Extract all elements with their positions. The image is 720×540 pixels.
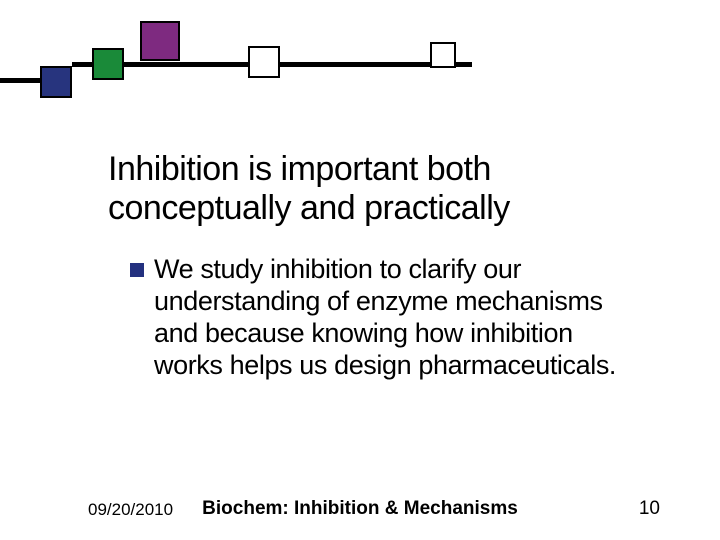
slide-title: Inhibition is important both conceptuall…: [108, 150, 648, 228]
header-square-blue: [40, 66, 72, 98]
bullet-item: We study inhibition to clarify our under…: [130, 254, 620, 381]
bullet-icon: [130, 263, 144, 277]
footer-title: Biochem: Inhibition & Mechanisms: [0, 498, 720, 520]
slide-body: We study inhibition to clarify our under…: [130, 254, 620, 381]
slide-header-decoration: [0, 40, 520, 110]
header-line: [0, 78, 42, 83]
header-square-white: [248, 46, 280, 78]
footer-page-number: 10: [639, 498, 660, 520]
slide: { "decoration": { "line_color": "#000000…: [0, 0, 720, 540]
header-square-green: [92, 48, 124, 80]
slide-footer: 09/20/2010 Biochem: Inhibition & Mechani…: [0, 496, 720, 520]
header-square-white: [430, 42, 456, 68]
header-square-purple: [140, 21, 180, 61]
bullet-text: We study inhibition to clarify our under…: [154, 254, 620, 381]
